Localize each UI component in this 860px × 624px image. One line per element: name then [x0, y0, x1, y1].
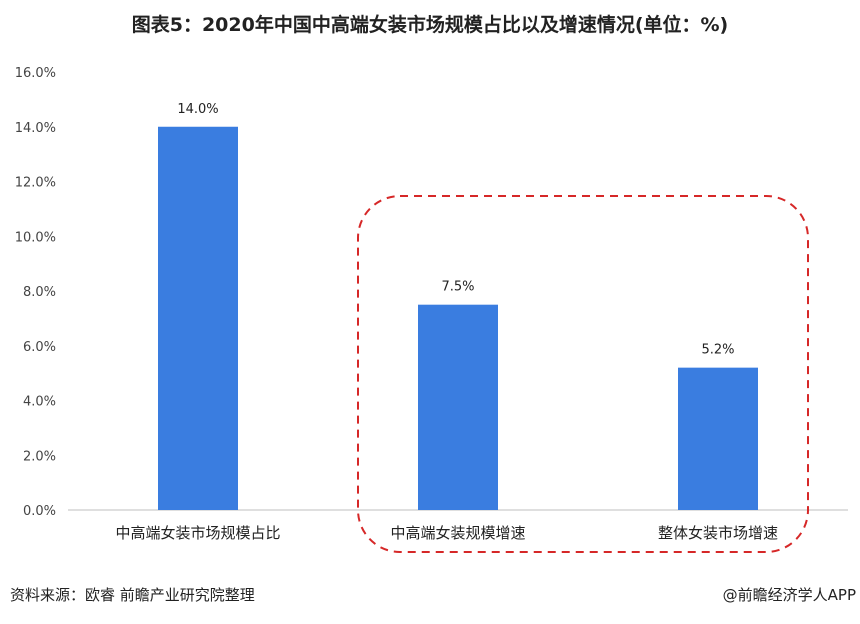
category-label: 中高端女装市场规模占比: [115, 524, 280, 542]
highlight-box: [357, 195, 809, 553]
y-tick-label: 14.0%: [15, 121, 56, 136]
category-label: 中高端女装规模增速: [390, 524, 525, 542]
y-axis-ticks: 0.0% 2.0% 4.0% 6.0% 8.0% 10.0% 12.0% 14.0% 16.0%: [15, 66, 56, 519]
bar: [418, 304, 498, 510]
y-tick-label: 10.0%: [15, 230, 56, 245]
y-tick-label: 2.0%: [23, 449, 56, 464]
data-label: 14.0%: [177, 102, 218, 117]
data-label: 5.2%: [701, 343, 734, 358]
bars: [158, 126, 758, 510]
y-tick-label: 4.0%: [23, 395, 56, 410]
bar-chart: 0.0% 2.0% 4.0% 6.0% 8.0% 10.0% 12.0% 14.0% 16.0%…: [15, 66, 848, 553]
y-tick-label: 16.0%: [15, 66, 56, 81]
y-tick-label: 12.0%: [15, 176, 56, 191]
chart-title: 图表5：2020年中国中高端女装市场规模占比以及增速情况(单位：%): [131, 14, 729, 36]
data-labels: 14.0% 7.5% 5.2%: [177, 102, 734, 358]
category-label: 整体女装市场增速: [658, 524, 778, 542]
category-labels: 中高端女装市场规模占比 中高端女装规模增速 整体女装市场增速: [115, 524, 778, 542]
brand-note: @前瞻经济学人APP: [722, 586, 856, 604]
data-label: 7.5%: [441, 280, 474, 295]
y-tick-label: 0.0%: [23, 504, 56, 519]
y-tick-label: 8.0%: [23, 285, 56, 300]
y-tick-label: 6.0%: [23, 340, 56, 355]
bar: [678, 367, 758, 510]
bar: [158, 126, 238, 510]
source-note: 资料来源：欧睿 前瞻产业研究院整理: [10, 586, 255, 604]
